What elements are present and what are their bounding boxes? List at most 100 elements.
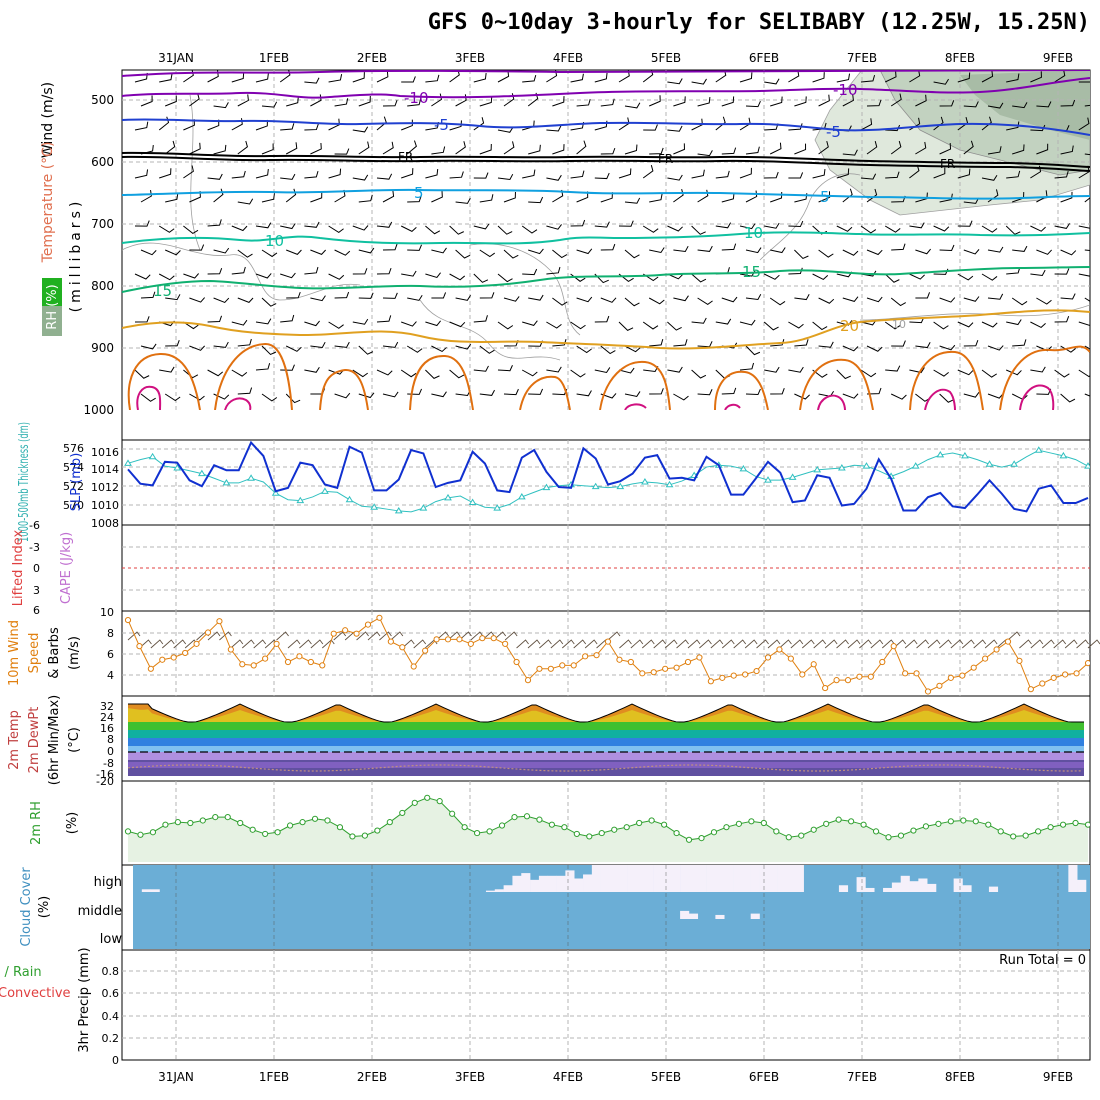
cloud-middle-bar: [680, 910, 690, 919]
wind-barb: [213, 341, 229, 348]
cloud-high-bar: [697, 865, 707, 892]
rh2m-point: [149, 829, 157, 836]
wind-barb: [237, 198, 254, 205]
wind-barb: [673, 143, 685, 155]
wind-barb: [866, 296, 883, 303]
wind-barb: [358, 292, 374, 299]
wind-barb: [237, 140, 248, 155]
cloud-high-bar: [618, 865, 628, 892]
wind10m-point: [856, 673, 863, 680]
wind-barb: [207, 219, 222, 227]
wind-barb: [721, 192, 735, 203]
rh2m-point: [561, 824, 568, 831]
wind-barb: [213, 188, 224, 203]
contour-label: FR: [658, 152, 673, 166]
thickness-point: [493, 504, 502, 511]
wind-barb: [909, 70, 921, 83]
rh2m-point: [648, 817, 655, 824]
wind10-barb: [653, 639, 667, 649]
wind-barb: [285, 345, 302, 352]
wind-barb: [770, 388, 785, 395]
rh2m-point: [124, 828, 132, 835]
chart-title: GFS 0~10day 3-hourly for SELIBABY (12.25…: [427, 10, 1090, 35]
wind-barb: [715, 318, 732, 325]
wind10m-point: [1050, 674, 1057, 681]
cloud-level-middle: middle: [78, 904, 122, 919]
wind10m-point: [182, 649, 189, 657]
wind-barb: [376, 267, 392, 275]
wind-barb: [939, 193, 953, 203]
wind-barb: [866, 188, 878, 203]
pressure-tick: 900: [91, 341, 114, 355]
cloud-level-low: low: [100, 932, 123, 947]
wind-barb: [933, 78, 949, 85]
wind10-tick: 10: [100, 606, 114, 619]
wind-barb: [304, 221, 320, 228]
wind-barb: [376, 221, 393, 228]
wind-barb: [352, 72, 365, 83]
wind-barb: [739, 319, 756, 326]
wind10m-point: [844, 677, 852, 684]
thickness-point: [616, 482, 625, 490]
rh2m-point: [286, 822, 294, 829]
cloud-high-bar: [680, 865, 690, 892]
wind-barb: [455, 197, 471, 204]
wind-barb: [570, 219, 586, 227]
wind-barb: [189, 393, 205, 401]
contour-25-1: [127, 352, 201, 410]
wind-barb: [407, 244, 422, 251]
wind10m-point: [479, 635, 486, 642]
wind10m-point: [559, 662, 566, 669]
label-lifted-index: Lifted Index: [11, 529, 26, 606]
cloud-high-bar: [609, 865, 619, 892]
wind-barb: [183, 165, 194, 179]
cloud-high-bar: [538, 875, 549, 892]
wind-barb: [159, 168, 172, 179]
wind-barb: [285, 142, 298, 155]
wind-barb: [159, 73, 173, 83]
label-temp-unit: (°C): [67, 727, 82, 753]
cloud-high-bar: [547, 875, 557, 892]
wind-barb: [818, 297, 835, 304]
thickness-point: [419, 504, 428, 511]
wind-barb: [594, 273, 609, 284]
wind10-barb: [150, 639, 164, 649]
cloud-high-bar: [512, 875, 522, 892]
top-date-labels: 31JAN 1FEB 2FEB 3FEB 4FEB 5FEB 6FEB 7FEB…: [158, 51, 1073, 65]
wind-barb: [915, 248, 931, 255]
wind-barb: [1054, 223, 1071, 229]
wind-barb: [794, 96, 807, 107]
wind-barb: [352, 268, 368, 275]
wind10-barb: [173, 639, 187, 649]
li-tick: 3: [33, 584, 40, 597]
rh2m-point: [673, 829, 680, 837]
wind10-barb: [1053, 639, 1067, 649]
rh2m-point: [598, 829, 605, 837]
wind10m-point: [707, 678, 714, 685]
label-2m-rh: 2m RH: [29, 801, 44, 845]
top-date-label: 9FEB: [1043, 51, 1073, 65]
wind10-barb: [356, 631, 369, 641]
wind-barb: [382, 292, 398, 299]
wind-barb: [667, 273, 683, 280]
wind10-barb: [379, 631, 392, 641]
rh2m-point: [760, 819, 767, 827]
wind-barb: [697, 96, 711, 107]
wind-barb: [382, 99, 398, 107]
rh2m-point: [324, 817, 331, 824]
wind10m-point: [696, 654, 703, 661]
wind-barb: [691, 78, 707, 85]
wind10m-point: [467, 640, 474, 647]
wind10m-point: [387, 638, 394, 645]
wind-barb: [842, 296, 859, 302]
wind10m-point: [776, 646, 783, 653]
wind-barb: [546, 266, 561, 275]
contour-25-3: [319, 368, 369, 410]
wind-barb: [358, 345, 374, 355]
contour-25-2: [214, 342, 293, 410]
temp-tick: 16: [100, 722, 114, 735]
cloud-high-bar: [583, 874, 593, 892]
wind-barb: [697, 341, 713, 348]
wind-barb: [158, 225, 175, 233]
wind-barb: [304, 366, 320, 373]
